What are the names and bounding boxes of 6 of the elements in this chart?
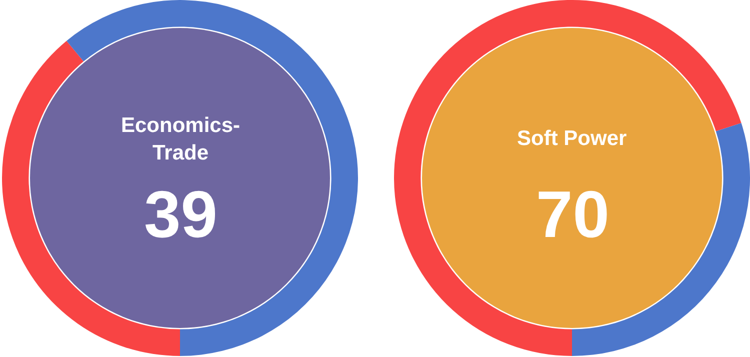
donut-slice	[394, 0, 742, 356]
data-label: 70	[536, 177, 610, 251]
text: Soft Power	[517, 127, 627, 150]
data-label: 39	[144, 177, 218, 251]
donut-slice	[66, 0, 358, 356]
text: Economics-Trade	[121, 114, 240, 164]
